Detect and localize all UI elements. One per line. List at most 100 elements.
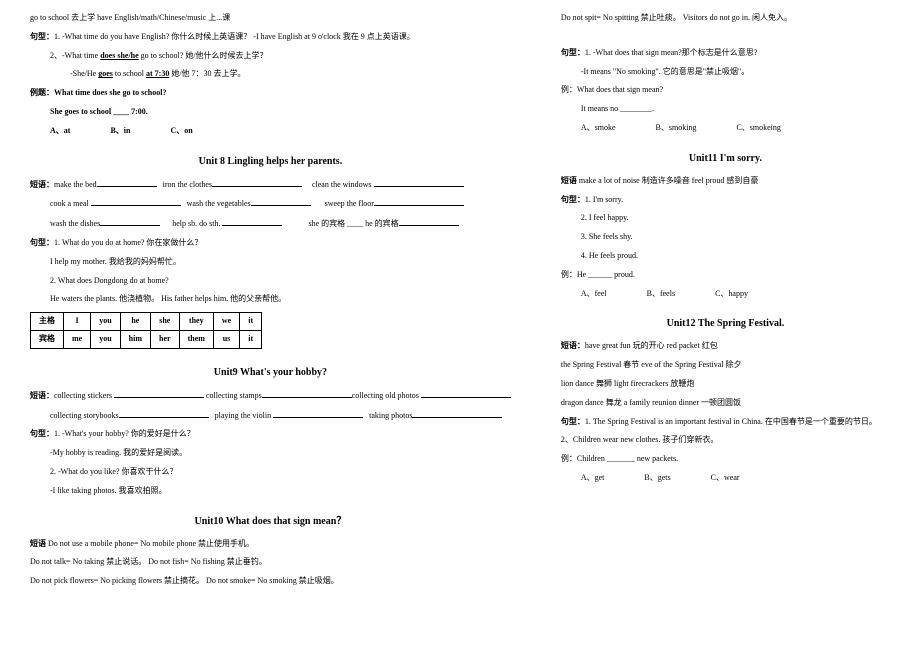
- right-column: Do not spit= No spitting 禁止吐痰。 Visitors …: [536, 12, 900, 638]
- text-line: 4. He feels proud.: [561, 250, 890, 263]
- cell: her: [151, 330, 180, 348]
- label: 例题：: [30, 88, 54, 97]
- blank: [100, 217, 160, 226]
- label: 短语: [561, 176, 577, 185]
- label: 短语: [30, 539, 46, 548]
- cell: you: [91, 330, 120, 348]
- text-line: 短语 Do not use a mobile phone= No mobile …: [30, 538, 511, 551]
- text-line: I help my mother. 我给我的妈妈帮忙。: [30, 256, 511, 269]
- text: sweep the floor: [325, 199, 374, 208]
- text: taking photos: [369, 411, 412, 420]
- text-line: 短语 make a lot of noise 制造许多噪音 feel proud…: [561, 175, 890, 188]
- cell: I: [64, 313, 91, 331]
- text: cook a meal: [50, 199, 89, 208]
- text-line: 句型：1. -What does that sign mean?那个标志是什么意…: [561, 47, 890, 60]
- text-line: 短语：collecting stickers collecting stamps…: [30, 389, 511, 403]
- blank: [222, 217, 282, 226]
- label: 句型：: [30, 32, 54, 41]
- text-line: 短语：make the bed iron the clothes clean t…: [30, 178, 511, 192]
- text: make the bed: [54, 180, 97, 189]
- text-line: It means no ________.: [561, 103, 890, 116]
- text-line: 2. What does Dongdong do at home?: [30, 275, 511, 288]
- cell: them: [179, 330, 213, 348]
- text-line: -She/He goes to school at 7:30 她/他 7：30 …: [30, 68, 511, 81]
- choice-b: B、smoking: [656, 122, 697, 135]
- text-line: 句型：1. -What's your hobby? 你的爱好是什么？: [30, 428, 511, 441]
- text: 1. What do you do at home? 你在家做什么？: [54, 238, 202, 247]
- text: help sb. do sth.: [172, 219, 220, 228]
- text-line: -I like taking photos. 我喜欢拍照。: [30, 485, 511, 498]
- blank: [91, 197, 181, 206]
- text: have great fun 玩的开心 red packet 红包: [585, 341, 718, 350]
- text: make a lot of noise 制造许多噪音 feel proud 感到…: [577, 176, 759, 185]
- blank: [421, 389, 511, 398]
- cell: you: [91, 313, 120, 331]
- choice-b: B、gets: [644, 472, 670, 485]
- unit12-title: Unit12 The Spring Festival.: [561, 316, 890, 332]
- cell: 宾格: [31, 330, 64, 348]
- label: 句型：: [561, 195, 585, 204]
- text-line: lion dance 舞狮 light firecrackers 放鞭炮: [561, 378, 890, 391]
- text: -She/He: [70, 69, 98, 78]
- text-line: 2. -What do you like? 你喜欢干什么？: [30, 466, 511, 479]
- text: she 的宾格 ____ he 的宾格: [308, 219, 398, 228]
- label: 句型：: [561, 48, 585, 57]
- text: What time does she go to school?: [54, 88, 166, 97]
- cell: it: [240, 313, 262, 331]
- choice-a: A、at: [50, 125, 70, 138]
- cell: him: [120, 330, 150, 348]
- unit10-title: Unit10 What does that sign mean？: [30, 514, 511, 530]
- choice-c: C、on: [170, 125, 192, 138]
- cell: she: [151, 313, 180, 331]
- text-line: 2. I feel happy.: [561, 212, 890, 225]
- blank: [273, 409, 363, 418]
- text: collecting stamps: [206, 391, 262, 400]
- blank: [119, 409, 209, 418]
- text: collecting storybooks: [50, 411, 119, 420]
- cell: me: [64, 330, 91, 348]
- text-line: 例：He ______ proud.: [561, 269, 890, 282]
- pronoun-table: 主格 I you he she they we it 宾格 me you him…: [30, 312, 262, 349]
- text-line: 句型：1. -What time do you have English? 你什…: [30, 31, 511, 44]
- label: 句型：: [30, 238, 54, 247]
- left-column: go to school 去上学 have English/math/Chine…: [20, 12, 536, 638]
- cell: he: [120, 313, 150, 331]
- blank: [212, 178, 302, 187]
- blank: [374, 197, 464, 206]
- text: iron the clothes: [163, 180, 212, 189]
- blank: [412, 409, 502, 418]
- unit11-title: Unit11 I'm sorry.: [561, 151, 890, 167]
- unit9-title: Unit9 What's your hobby?: [30, 365, 511, 381]
- text-line: 2、Children wear new clothes. 孩子们穿新衣。: [561, 434, 890, 447]
- label: 短语：: [561, 341, 585, 350]
- choice-c: C、smokeing: [736, 122, 780, 135]
- text-line: He waters the plants. 他浇植物。 His father h…: [30, 293, 511, 306]
- choice-b: B、in: [110, 125, 130, 138]
- text-line: collecting storybooks playing the violin…: [30, 409, 511, 423]
- blank: [97, 178, 157, 187]
- choices: A、smoke B、smoking C、smokeing: [561, 122, 890, 135]
- text-underline: at 7:30: [146, 69, 169, 78]
- label: 句型：: [30, 429, 54, 438]
- choice-b: B、feels: [647, 288, 675, 301]
- choice-a: A、smoke: [581, 122, 616, 135]
- label: 短语：: [30, 391, 54, 400]
- blank: [374, 178, 464, 187]
- text: playing the violin: [215, 411, 271, 420]
- text-line: dragon dance 舞龙 a family reunion dinner …: [561, 397, 890, 410]
- text-line: 3. She feels shy.: [561, 231, 890, 244]
- choices: A、at B、in C、on: [30, 125, 511, 138]
- text: to school: [113, 69, 146, 78]
- text-line: Do not spit= No spitting 禁止吐痰。 Visitors …: [561, 12, 890, 25]
- choices: A、feelB、feelsC、happy: [561, 288, 890, 301]
- text: wash the vegetables: [187, 199, 251, 208]
- text-line: 例：Children _______ new packets.: [561, 453, 890, 466]
- text-line: wash the dishes help sb. do sth. she 的宾格…: [30, 217, 511, 231]
- text: 1. -What's your hobby? 你的爱好是什么？: [54, 429, 195, 438]
- text-line: 例：What does that sign mean?: [561, 84, 890, 97]
- text-line: -It means "No smoking". 它的意思是"禁止吸烟"。: [561, 66, 890, 79]
- text-underline: goes: [98, 69, 113, 78]
- blank: [399, 217, 459, 226]
- text-line: 句型：1. The Spring Festival is an importan…: [561, 416, 890, 429]
- table-row: 宾格 me you him her them us it: [31, 330, 262, 348]
